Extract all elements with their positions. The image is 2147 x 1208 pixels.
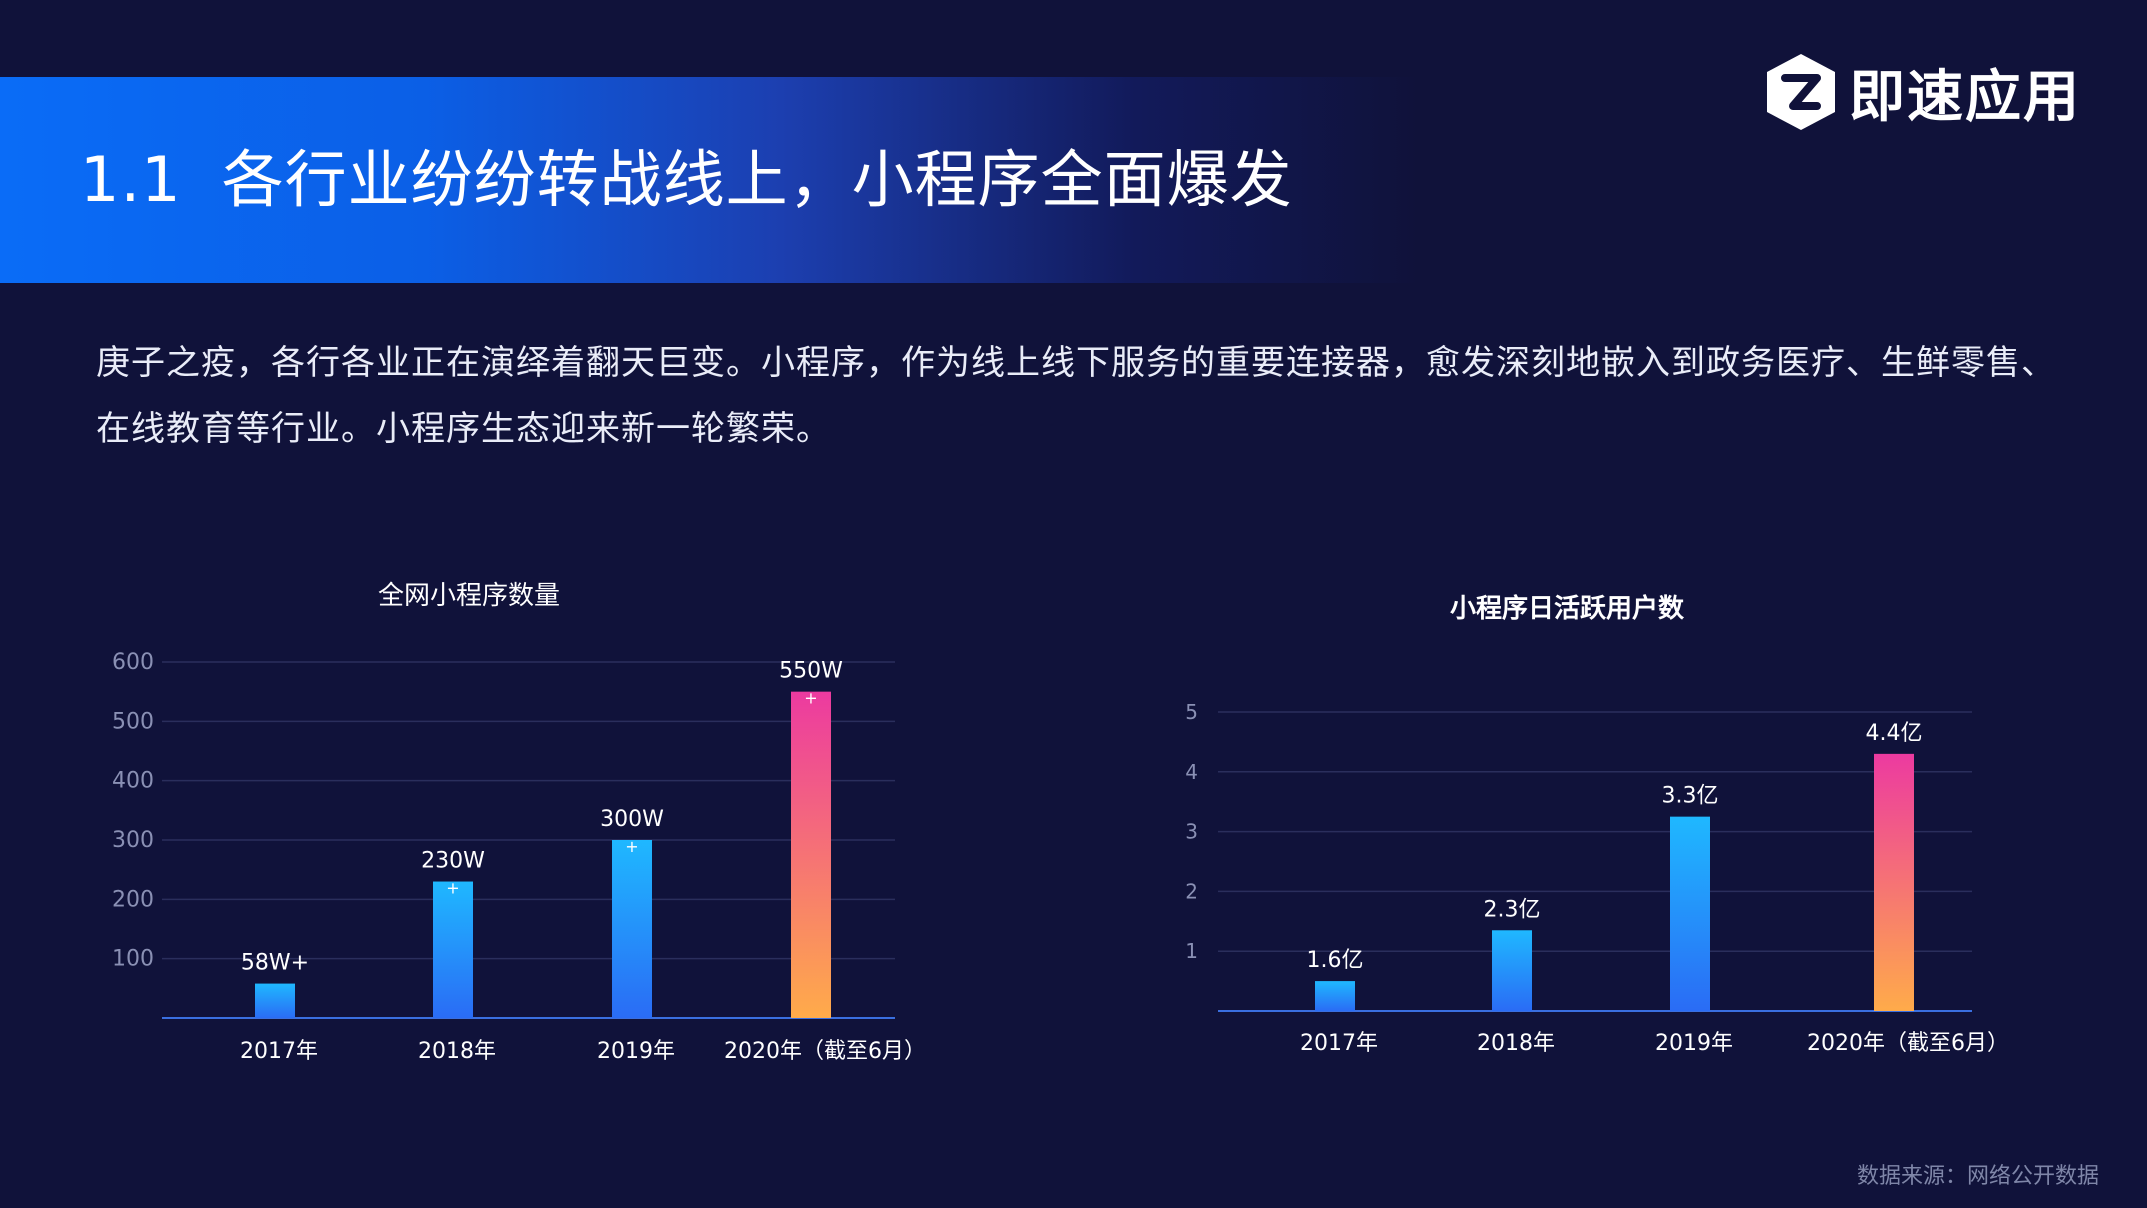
data-label: 3.3亿: [1662, 784, 1719, 809]
logo-hexagon-icon: [1767, 54, 1835, 130]
y-tick-label: 500: [112, 709, 154, 734]
bar-marker-icon: +: [804, 689, 817, 708]
data-source-note: 数据来源：网络公开数据: [1856, 1164, 2099, 1189]
bar: [791, 691, 831, 1018]
intro-paragraph: 庚子之疫，各行各业正在演绎着翻天巨变。小程序，作为线上线下服务的重要连接器，愈发…: [96, 343, 2056, 449]
data-label: 1.6亿: [1307, 948, 1364, 973]
chart-title-mini-program-count: 全网小程序数量: [378, 581, 561, 611]
chart-mini-program-count: 100 200 300 400 500 600 58W+ 2017年 +230W 2018年 +30…: [112, 650, 926, 1064]
category-label: 2018年: [1477, 1031, 1555, 1056]
y-tick-label: 3: [1185, 820, 1198, 844]
logo: 即速应用: [1765, 52, 2081, 132]
bar: [433, 881, 473, 1018]
bar: [1315, 981, 1355, 1011]
y-tick-label: 4: [1185, 760, 1198, 784]
section-number: 1.1: [80, 143, 182, 216]
page-title: 1.1 各行业纷纷转战线上，小程序全面爆发: [80, 138, 1293, 222]
y-tick-label: 2: [1185, 879, 1198, 903]
data-label: 4.4亿: [1866, 721, 1923, 746]
bar-marker-icon: +: [446, 879, 459, 898]
logo-text: 即速应用: [1849, 64, 2081, 130]
category-label: 2019年: [597, 1039, 675, 1064]
y-tick-label: 400: [112, 769, 154, 794]
category-label: 2019年: [1655, 1031, 1733, 1056]
data-label: 58W+: [241, 951, 309, 976]
y-tick-label: 5: [1185, 700, 1198, 724]
y-tick-label: 100: [112, 947, 154, 972]
data-label: 300W: [600, 807, 664, 832]
title-band: [0, 77, 1420, 283]
category-label: 2017年: [1300, 1031, 1378, 1056]
bar: [1670, 816, 1710, 1011]
data-label: 550W: [779, 659, 843, 684]
bar-marker-icon: +: [625, 837, 638, 856]
title-text: 各行业纷纷转战线上，小程序全面爆发: [221, 143, 1293, 216]
bar: [255, 983, 295, 1018]
category-label: 2020年（截至6月）: [724, 1039, 926, 1064]
bar: [1492, 930, 1532, 1011]
y-tick-label: 1: [1185, 939, 1198, 963]
y-tick-label: 600: [112, 650, 154, 675]
data-label: 2.3亿: [1484, 897, 1541, 922]
category-label: 2020年（截至6月）: [1807, 1031, 2009, 1056]
chart-title-daily-active-users: 小程序日活跃用户数: [1450, 594, 1685, 624]
data-label: 230W: [421, 849, 485, 874]
bar: [1874, 753, 1914, 1011]
bar: [612, 840, 652, 1018]
category-label: 2018年: [418, 1039, 496, 1064]
y-tick-label: 300: [112, 828, 154, 853]
category-label: 2017年: [240, 1039, 318, 1064]
y-tick-label: 200: [112, 887, 154, 912]
